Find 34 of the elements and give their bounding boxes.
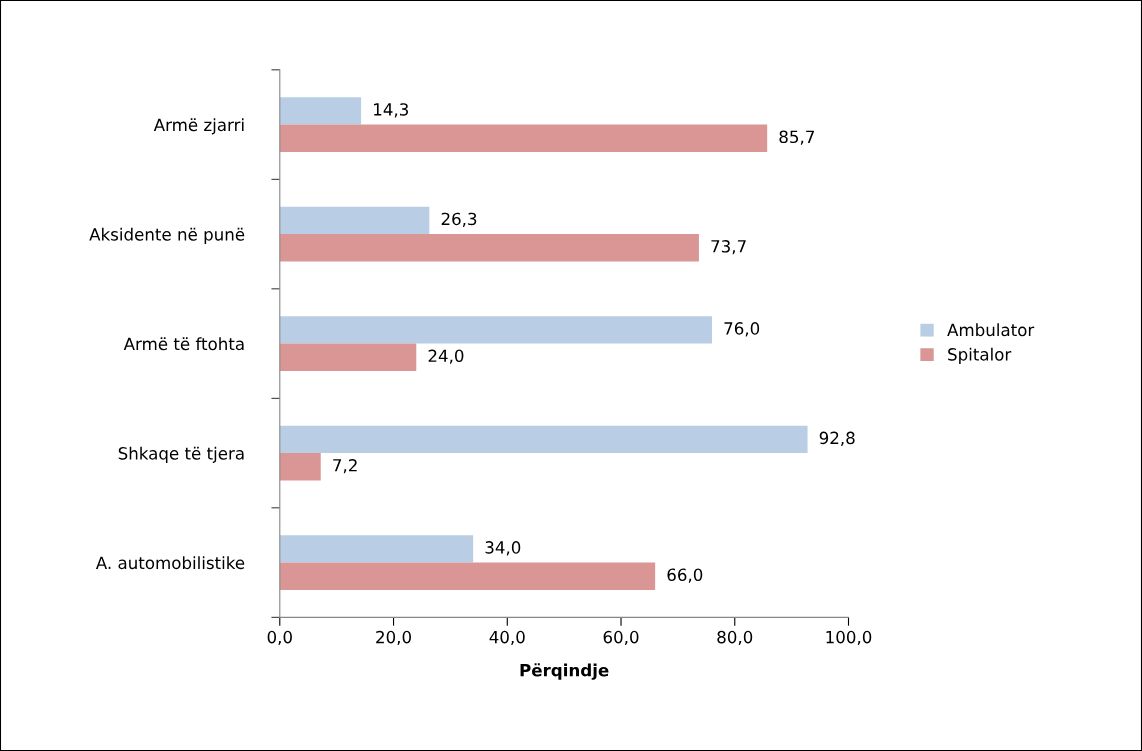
bar — [279, 206, 430, 235]
x-tick-label: 60,0 — [603, 630, 639, 646]
legend-label: Ambulator — [947, 323, 1035, 337]
x-axis-title: Përqindje — [520, 663, 609, 680]
y-tick-label: Aksidente në punë — [89, 227, 245, 244]
x-tick-label: 100,0 — [826, 630, 872, 646]
bar — [279, 234, 699, 262]
data-label: 66,0 — [667, 568, 703, 583]
y-tick-label: Armë zjarri — [153, 118, 244, 135]
legend-label: Spitalor — [948, 347, 1012, 364]
data-label: 76,0 — [724, 322, 760, 337]
bar — [279, 97, 362, 125]
bar — [279, 316, 713, 344]
data-label: 85,7 — [779, 130, 814, 145]
bar — [279, 124, 768, 152]
y-tick-label: A. automobilistike — [95, 556, 245, 570]
x-tick-label: 20,0 — [376, 630, 411, 646]
bar — [279, 562, 656, 590]
data-label: 14,3 — [374, 103, 408, 118]
bar — [279, 453, 321, 481]
y-tick-label: Shkaqe të tjera — [118, 446, 244, 463]
data-label: 7,2 — [333, 458, 357, 474]
data-label: 26,3 — [441, 212, 477, 227]
x-tick-label: 80,0 — [717, 630, 753, 646]
data-label: 24,0 — [428, 349, 464, 364]
data-label: 34,0 — [485, 541, 521, 556]
x-tick-label: 40,0 — [489, 630, 525, 646]
x-tick-label: 0,0 — [267, 630, 292, 646]
bar — [279, 535, 474, 563]
data-label: 73,7 — [711, 240, 746, 255]
y-tick-label: Armë të ftohta — [123, 337, 244, 351]
bar — [279, 425, 808, 454]
data-label: 92,8 — [819, 431, 855, 446]
bar — [279, 343, 417, 371]
